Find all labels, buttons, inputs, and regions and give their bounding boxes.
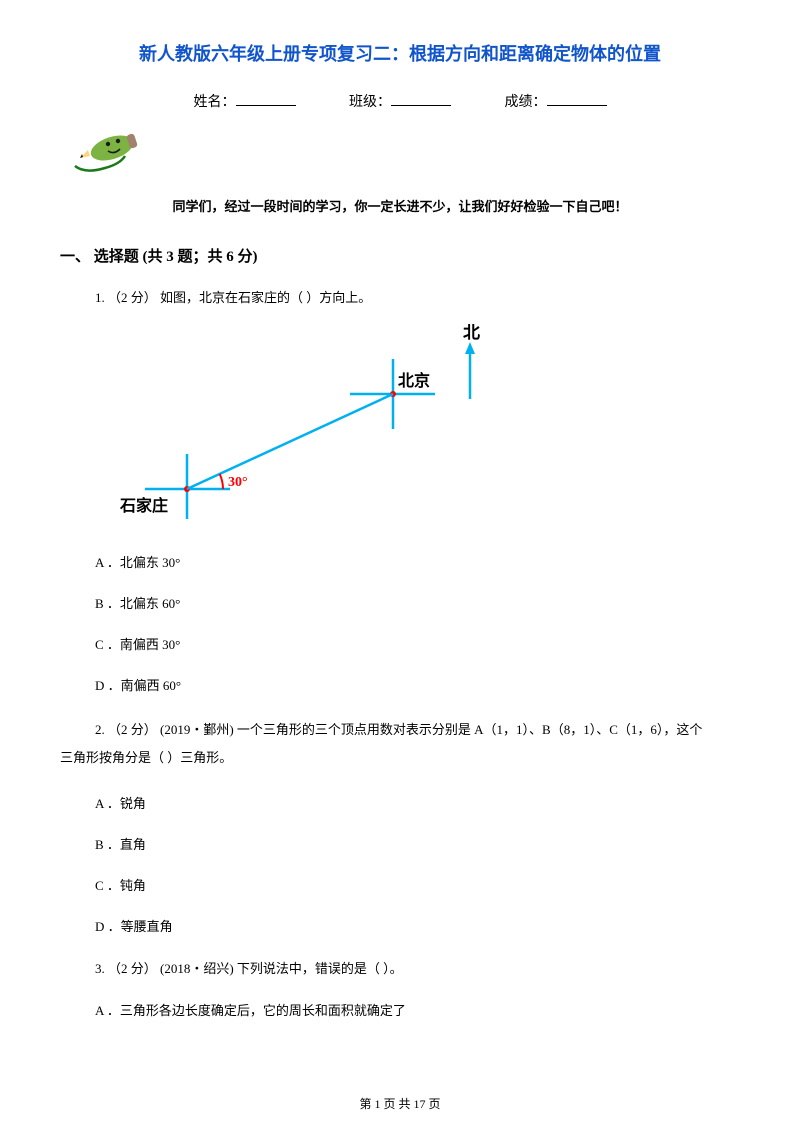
question-1: 1. （2 分） 如图，北京在石家庄的（ ）方向上。 北 石家庄 北京 30° [95, 286, 740, 532]
section-1-title: 一、 选择题 (共 3 题；共 6 分) [60, 245, 740, 266]
question-3-text: 3. （2 分） (2018・绍兴) 下列说法中，错误的是（ ）。 [95, 957, 740, 980]
document-title: 新人教版六年级上册专项复习二：根据方向和距离确定物体的位置 [60, 40, 740, 66]
q2-option-c: C ．钝角 [95, 875, 740, 894]
score-label: 成绩： [505, 91, 547, 111]
q1-option-c: C ．南偏西 30° [95, 634, 740, 653]
question-3: 3. （2 分） (2018・绍兴) 下列说法中，错误的是（ ）。 [95, 957, 740, 980]
class-label: 班级： [349, 91, 391, 111]
beijing-label: 北京 [398, 371, 430, 390]
question-1-diagram: 北 石家庄 北京 30° [115, 324, 740, 531]
page-footer: 第 1 页 共 17 页 [0, 1095, 800, 1112]
q1-option-a: A ．北偏东 30° [95, 552, 740, 571]
header-info: 姓名： 班级： 成绩： [60, 91, 740, 111]
q3-option-a: A ．三角形各边长度确定后，它的周长和面积就确定了 [95, 1000, 740, 1019]
name-blank [236, 105, 296, 106]
shijiazhuang-label: 石家庄 [119, 496, 168, 515]
q2-option-b: B ．直角 [95, 834, 740, 853]
question-1-text: 1. （2 分） 如图，北京在石家庄的（ ）方向上。 [95, 286, 740, 309]
pencil-icon [70, 126, 740, 186]
q1-option-b: B ．北偏东 60° [95, 593, 740, 612]
angle-label: 30° [228, 475, 248, 490]
question-2: 2. （2 分） (2019・鄞州) 一个三角形的三个顶点用数对表示分别是 A（… [60, 716, 740, 773]
encourage-text: 同学们，经过一段时间的学习，你一定长进不少，让我们好好检验一下自己吧！ [60, 196, 740, 215]
score-blank [547, 105, 607, 106]
question-2-line1: 2. （2 分） (2019・鄞州) 一个三角形的三个顶点用数对表示分别是 A（… [95, 716, 740, 745]
north-label: 北 [463, 324, 480, 342]
question-2-line2: 三角形按角分是（ ）三角形。 [60, 744, 740, 773]
name-label: 姓名： [194, 91, 236, 111]
q1-option-d: D ．南偏西 60° [95, 675, 740, 694]
q2-option-d: D ．等腰直角 [95, 916, 740, 935]
q2-option-a: A ．锐角 [95, 793, 740, 812]
class-blank [391, 105, 451, 106]
